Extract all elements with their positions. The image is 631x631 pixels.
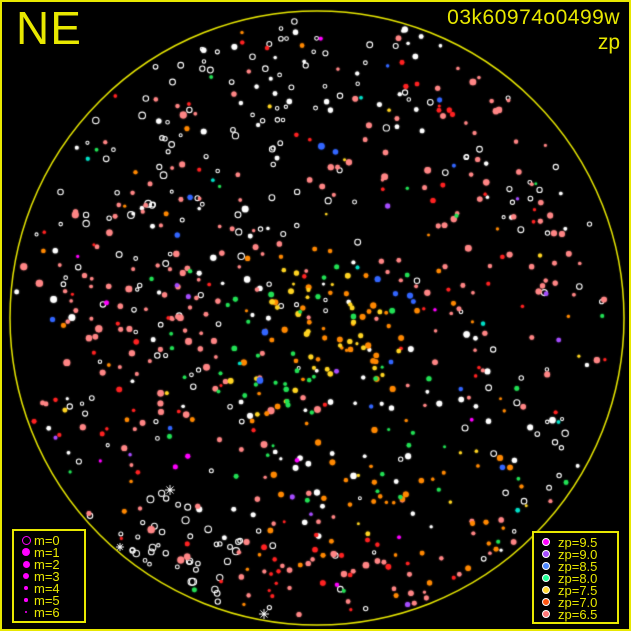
magnitude-legend-dot-icon [18,535,34,545]
orientation-label: NE [16,2,82,54]
magnitude-legend-label: m=6 [34,604,60,620]
zeropoint-legend-dot-icon [538,598,554,606]
magnitude-legend-dot-icon [18,560,34,568]
title-block: 03k60974o0499w zp [447,6,620,54]
zeropoint-legend-item-2: zp=8.5 [538,558,613,574]
zeropoint-legend-dot-icon [538,586,554,594]
magnitude-legend-item-0: m=0 [18,532,80,548]
magnitude-legend-label: m=3 [34,568,60,584]
zeropoint-legend-label: zp=8.0 [558,570,598,586]
magnitude-legend: m=0 m=1 m=2 m=3 m=4 m=5 m=6 [12,529,86,623]
magnitude-legend-dot-icon [18,611,34,613]
magnitude-legend-label: m=0 [34,532,60,548]
zeropoint-legend-item-4: zp=7.5 [538,582,613,598]
zeropoint-legend-dot-icon [538,538,554,546]
zeropoint-legend: zp=9.5 zp=9.0 zp=8.5 zp=8.0 zp=7.5 zp=7.0 zp=6… [532,531,619,624]
zeropoint-legend-label: zp=8.5 [558,558,598,574]
zeropoint-legend-item-6: zp=6.5 [538,606,613,622]
magnitude-legend-item-4: m=4 [18,580,80,596]
magnitude-legend-dot-icon [18,585,34,591]
magnitude-legend-label: m=1 [34,544,60,560]
magnitude-legend-dot-icon [18,573,34,579]
exposure-id-label: 03k60974o0499w [447,6,620,29]
zeropoint-legend-dot-icon [538,574,554,582]
zeropoint-legend-item-1: zp=9.0 [538,546,613,562]
magnitude-legend-item-6: m=6 [18,604,80,620]
zeropoint-legend-item-5: zp=7.0 [538,594,613,610]
zp-mode-label: zp [597,31,620,55]
zeropoint-legend-dot-icon [538,610,554,618]
zeropoint-legend-label: zp=9.5 [558,534,598,550]
zeropoint-legend-label: zp=7.5 [558,582,598,598]
zeropoint-legend-dot-icon [538,550,554,558]
zeropoint-legend-item-3: zp=8.0 [538,570,613,586]
magnitude-legend-item-5: m=5 [18,592,80,608]
magnitude-legend-dot-icon [18,548,34,556]
zeropoint-legend-label: zp=9.0 [558,546,598,562]
zeropoint-legend-dot-icon [538,562,554,570]
magnitude-legend-label: m=4 [34,580,60,596]
zeropoint-legend-item-0: zp=9.5 [538,534,613,550]
magnitude-legend-dot-icon [18,598,34,602]
magnitude-legend-item-3: m=3 [18,568,80,584]
zeropoint-legend-label: zp=7.0 [558,594,598,610]
magnitude-legend-label: m=5 [34,592,60,608]
magnitude-legend-item-1: m=1 [18,544,80,560]
magnitude-legend-item-2: m=2 [18,556,80,572]
zeropoint-legend-label: zp=6.5 [558,606,598,622]
magnitude-legend-label: m=2 [34,556,60,572]
